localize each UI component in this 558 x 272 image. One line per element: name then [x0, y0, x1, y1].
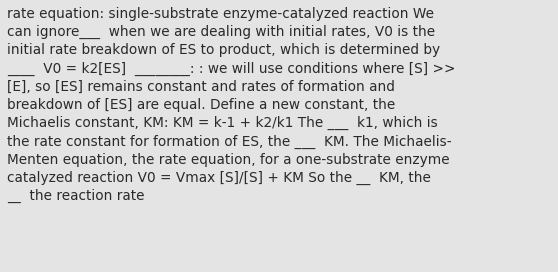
Text: rate equation: single-substrate enzyme-catalyzed reaction We
can ignore___  when: rate equation: single-substrate enzyme-c…: [7, 7, 456, 203]
